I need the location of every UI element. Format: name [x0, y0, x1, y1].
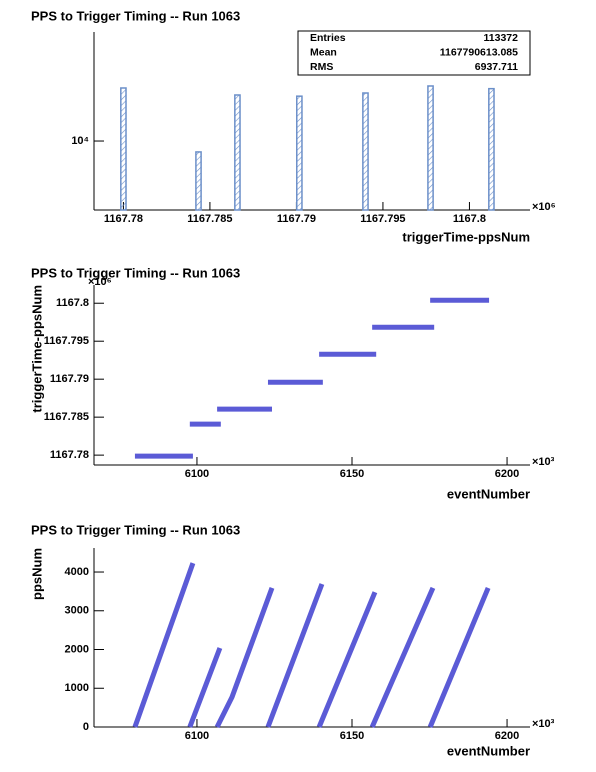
- y-axis-title: triggerTime-ppsNum: [29, 285, 44, 413]
- chart-title: PPS to Trigger Timing -- Run 1063: [31, 522, 240, 537]
- y-tick-label: 1167.78: [50, 449, 89, 461]
- x-tick-label: 6100: [185, 468, 209, 480]
- x-multiplier: ×10³: [532, 718, 555, 730]
- y-tick-label: 2000: [65, 643, 89, 655]
- stats-label: RMS: [310, 61, 333, 73]
- panel: PPS to Trigger Timing -- Run 1063 eventNu…: [29, 522, 554, 758]
- data-line: [132, 562, 491, 729]
- y-axis-title: ppsNum: [29, 548, 44, 600]
- y-tick-label: 1167.8: [56, 297, 89, 309]
- panel: PPS to Trigger Timing -- Run 1063 trigger…: [31, 8, 556, 244]
- histogram-bar: [427, 85, 434, 211]
- histogram-bar: [195, 151, 202, 211]
- y-tick-label: 1000: [65, 682, 89, 694]
- histogram-bar: [234, 94, 241, 211]
- x-tick-label: 1167.785: [187, 213, 232, 225]
- x-axis-title: eventNumber: [447, 486, 530, 501]
- y-tick-label: 1167.795: [44, 335, 89, 347]
- y-tick-label: 3000: [65, 605, 89, 617]
- x-tick-label: 1167.795: [360, 213, 405, 225]
- data-line: [134, 297, 490, 459]
- histogram-bar: [296, 95, 303, 211]
- x-multiplier: ×10⁶: [532, 201, 556, 213]
- y-tick-label: 0: [83, 721, 89, 733]
- x-axis-title: triggerTime-ppsNum: [402, 229, 530, 244]
- x-tick-label: 1167.8: [453, 213, 486, 225]
- x-tick-label: 6200: [495, 468, 519, 480]
- panel: PPS to Trigger Timing -- Run 1063 eventNu…: [29, 265, 554, 501]
- x-tick-label: 6150: [340, 730, 364, 742]
- histogram-bar: [488, 87, 495, 211]
- stats-value: 1167790613.085: [440, 47, 518, 59]
- y-tick-label: 4000: [65, 566, 89, 578]
- y-tick-label: 1167.785: [44, 411, 89, 423]
- stats-value: 113372: [484, 32, 519, 44]
- histogram-bar: [362, 92, 369, 211]
- chart-title: PPS to Trigger Timing -- Run 1063: [31, 8, 240, 23]
- y-tick-label: 10⁴: [71, 135, 89, 147]
- x-tick-label: 1167.78: [104, 213, 143, 225]
- x-axis-title: eventNumber: [447, 743, 530, 758]
- stats-box: [297, 30, 531, 76]
- stats-value: 6937.711: [475, 61, 518, 73]
- histogram-bar: [120, 87, 127, 211]
- x-multiplier: ×10³: [532, 456, 555, 468]
- stats-label: Mean: [310, 47, 337, 59]
- x-tick-label: 1167.79: [277, 213, 316, 225]
- y-tick-label: 1167.79: [50, 373, 89, 385]
- x-tick-label: 6150: [340, 468, 364, 480]
- x-tick-label: 6100: [185, 730, 209, 742]
- chart-title: PPS to Trigger Timing -- Run 1063: [31, 265, 240, 280]
- y-multiplier: ×10⁶: [88, 276, 112, 288]
- x-tick-label: 6200: [495, 730, 519, 742]
- stats-label: Entries: [310, 32, 346, 44]
